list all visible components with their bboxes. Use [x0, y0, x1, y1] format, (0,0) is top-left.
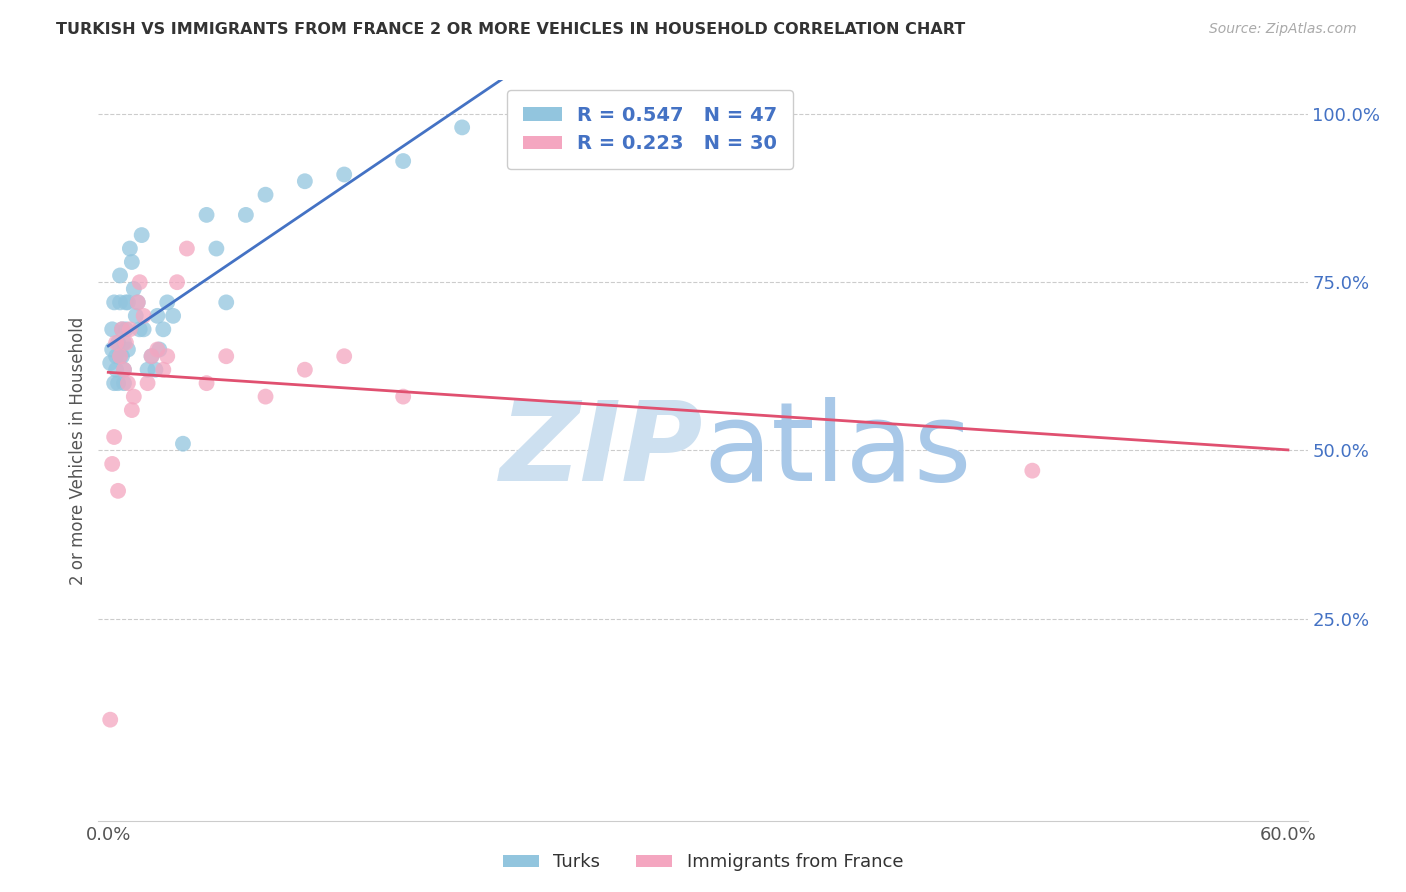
- Point: [145, 362, 167, 376]
- Point: [254, 390, 277, 404]
- Y-axis label: 2 or more Vehicles in Household: 2 or more Vehicles in Household: [69, 317, 87, 584]
- Point: [108, 349, 131, 363]
- Point: [105, 349, 128, 363]
- Point: [235, 208, 257, 222]
- Point: [215, 295, 238, 310]
- Point: [294, 174, 316, 188]
- Point: [136, 362, 159, 376]
- Point: [117, 376, 139, 391]
- Point: [103, 430, 125, 444]
- Point: [108, 295, 131, 310]
- Point: [122, 282, 145, 296]
- Text: ZIP: ZIP: [499, 397, 703, 504]
- Point: [122, 390, 145, 404]
- Legend: Turks, Immigrants from France: Turks, Immigrants from France: [495, 847, 911, 879]
- Point: [101, 322, 124, 336]
- Point: [215, 349, 238, 363]
- Point: [115, 295, 138, 310]
- Point: [127, 295, 149, 310]
- Point: [111, 322, 134, 336]
- Point: [118, 322, 141, 336]
- Point: [166, 275, 188, 289]
- Point: [148, 343, 170, 357]
- Point: [112, 362, 135, 376]
- Point: [117, 343, 139, 357]
- Point: [146, 309, 169, 323]
- Point: [195, 376, 218, 391]
- Point: [108, 349, 131, 363]
- Point: [333, 349, 356, 363]
- Point: [115, 322, 138, 336]
- Point: [111, 349, 134, 363]
- Point: [112, 376, 135, 391]
- Point: [98, 356, 121, 370]
- Point: [107, 483, 129, 498]
- Point: [127, 295, 149, 310]
- Point: [131, 228, 153, 243]
- Point: [112, 362, 135, 376]
- Text: Source: ZipAtlas.com: Source: ZipAtlas.com: [1209, 22, 1357, 37]
- Point: [176, 242, 198, 256]
- Point: [132, 322, 155, 336]
- Point: [172, 436, 194, 450]
- Point: [136, 376, 159, 391]
- Point: [118, 242, 141, 256]
- Point: [141, 349, 163, 363]
- Point: [254, 187, 277, 202]
- Point: [162, 309, 184, 323]
- Point: [128, 322, 150, 336]
- Point: [112, 335, 135, 350]
- Point: [152, 322, 174, 336]
- Point: [98, 713, 121, 727]
- Point: [105, 335, 128, 350]
- Point: [195, 208, 218, 222]
- Point: [205, 242, 228, 256]
- Point: [103, 376, 125, 391]
- Point: [451, 120, 474, 135]
- Text: atlas: atlas: [703, 397, 972, 504]
- Point: [101, 457, 124, 471]
- Point: [107, 376, 129, 391]
- Point: [392, 390, 415, 404]
- Point: [111, 322, 134, 336]
- Point: [152, 362, 174, 376]
- Point: [121, 255, 143, 269]
- Point: [156, 295, 179, 310]
- Point: [294, 362, 316, 376]
- Point: [121, 403, 143, 417]
- Legend: R = 0.547   N = 47, R = 0.223   N = 30: R = 0.547 N = 47, R = 0.223 N = 30: [508, 90, 793, 169]
- Point: [156, 349, 179, 363]
- Point: [101, 343, 124, 357]
- Point: [125, 309, 148, 323]
- Point: [115, 335, 138, 350]
- Point: [103, 295, 125, 310]
- Point: [107, 335, 129, 350]
- Point: [108, 268, 131, 283]
- Point: [117, 295, 139, 310]
- Point: [128, 275, 150, 289]
- Point: [333, 168, 356, 182]
- Point: [1021, 464, 1043, 478]
- Point: [392, 154, 415, 169]
- Point: [146, 343, 169, 357]
- Point: [141, 349, 163, 363]
- Point: [105, 362, 128, 376]
- Point: [132, 309, 155, 323]
- Text: TURKISH VS IMMIGRANTS FROM FRANCE 2 OR MORE VEHICLES IN HOUSEHOLD CORRELATION CH: TURKISH VS IMMIGRANTS FROM FRANCE 2 OR M…: [56, 22, 966, 37]
